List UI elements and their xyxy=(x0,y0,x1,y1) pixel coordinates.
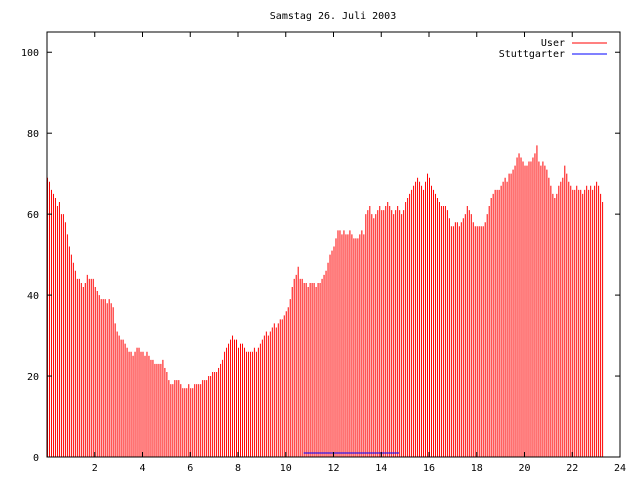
x-tick-label: 8 xyxy=(235,463,241,474)
x-tick-label: 18 xyxy=(471,463,483,474)
x-tick-label: 12 xyxy=(327,463,339,474)
x-tick-label: 14 xyxy=(375,463,387,474)
user-bars xyxy=(47,145,604,457)
y-tick-label: 60 xyxy=(27,210,39,221)
y-tick-label: 100 xyxy=(21,48,39,59)
y-tick-label: 20 xyxy=(27,372,39,383)
y-axis: 0 20 40 60 80 100 xyxy=(21,48,620,464)
x-tick-label: 6 xyxy=(187,463,193,474)
x-tick-label: 24 xyxy=(614,463,626,474)
legend-label-user: User xyxy=(541,38,565,49)
chart-title: Samstag 26. Juli 2003 xyxy=(270,11,396,22)
legend-label-stuttgarter: Stuttgarter xyxy=(499,49,565,60)
y-tick-label: 40 xyxy=(27,291,39,302)
x-tick-label: 16 xyxy=(423,463,435,474)
x-axis: 2 4 6 8 10 12 14 16 18 20 22 24 xyxy=(92,32,626,474)
legend: User Stuttgarter xyxy=(499,38,607,60)
x-tick-label: 4 xyxy=(139,463,145,474)
x-tick-label: 10 xyxy=(280,463,292,474)
y-tick-label: 80 xyxy=(27,129,39,140)
x-tick-label: 22 xyxy=(566,463,578,474)
x-tick-label: 2 xyxy=(92,463,98,474)
y-tick-label: 0 xyxy=(33,453,39,464)
x-tick-label: 20 xyxy=(518,463,530,474)
